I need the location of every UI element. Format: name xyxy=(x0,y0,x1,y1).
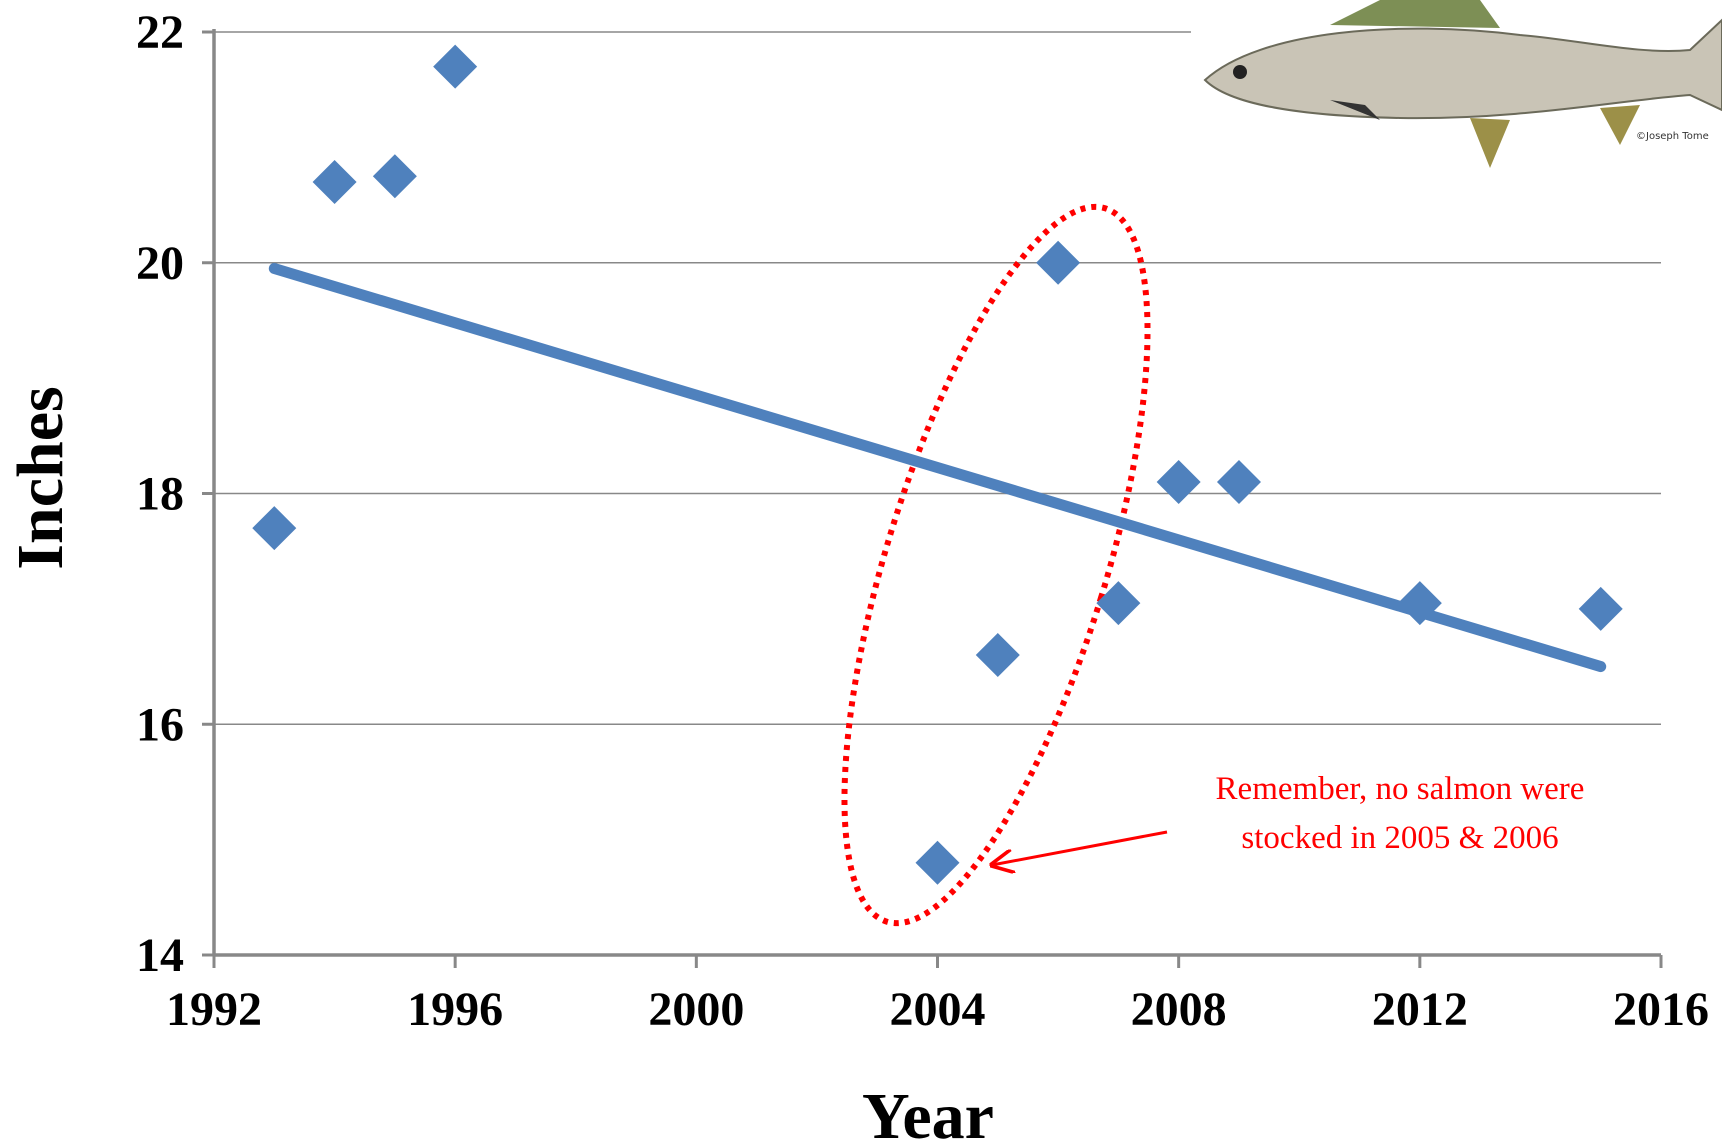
y-tick-label: 16 xyxy=(136,698,184,751)
highlight-ellipse xyxy=(841,203,1151,927)
data-point xyxy=(1216,459,1261,504)
data-point xyxy=(252,506,297,551)
data-point xyxy=(1096,581,1141,626)
data-point xyxy=(372,154,417,199)
annotation: stocked in 2005 & 2006 xyxy=(1241,820,1558,856)
x-tick-label: 1992 xyxy=(166,983,262,1036)
data-point xyxy=(915,840,960,885)
data-point xyxy=(1156,459,1201,504)
trend-line xyxy=(268,263,1607,673)
x-tick-label: 2004 xyxy=(890,983,986,1036)
data-point xyxy=(312,159,357,204)
x-tick-label: 2008 xyxy=(1131,983,1227,1036)
y-tick-label: 18 xyxy=(136,468,184,521)
data-point xyxy=(433,44,478,89)
y-tick-label: 14 xyxy=(136,929,184,982)
data-point xyxy=(1397,581,1442,626)
x-tick-label: 2012 xyxy=(1372,983,1468,1036)
data-point xyxy=(975,633,1020,678)
data-point xyxy=(1036,240,1081,285)
fish-image xyxy=(1191,0,1722,170)
annotation: Remember, no salmon were xyxy=(1216,771,1585,807)
annotation-arrow xyxy=(992,830,1168,865)
x-axis-title: Year xyxy=(862,1080,994,1143)
axes xyxy=(202,29,1663,968)
y-tick-label: 20 xyxy=(136,237,184,290)
x-tick-label: 2000 xyxy=(648,983,744,1036)
data-point xyxy=(1578,586,1623,631)
x-tick-label: 2016 xyxy=(1613,983,1709,1036)
y-axis-title: Inches xyxy=(4,386,77,569)
x-tick-label: 1996 xyxy=(407,983,503,1036)
y-tick-label: 22 xyxy=(136,6,184,59)
image-credit: ©Joseph Tome xyxy=(1636,131,1709,142)
